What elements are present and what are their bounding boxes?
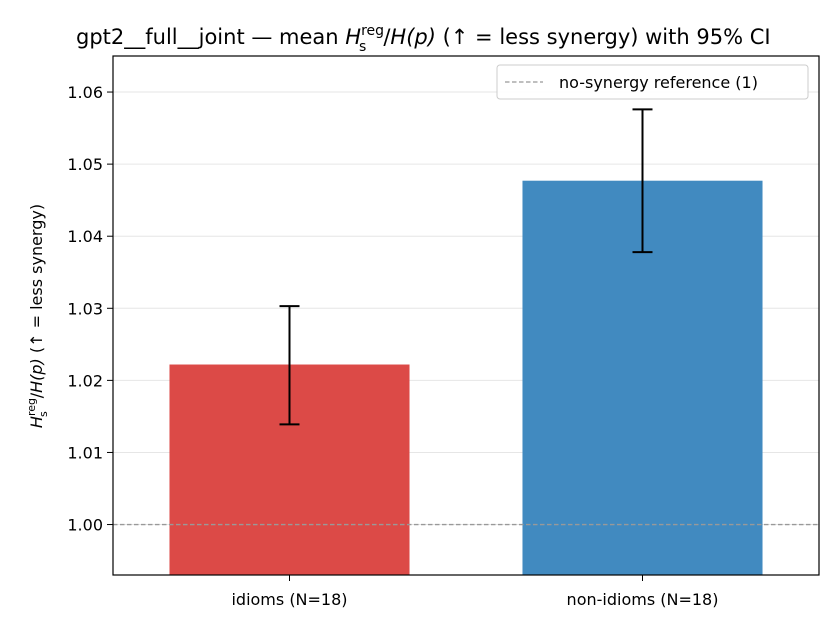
title-slash: / — [383, 25, 391, 49]
y-tick-label: 1.03 — [67, 299, 103, 318]
title-hp-symbol: H(p) — [390, 25, 436, 49]
x-tick-label: non-idioms (N=18) — [567, 590, 719, 609]
ylabel-h-symbol: H — [27, 416, 46, 428]
ylabel-h-superscript: reg — [25, 398, 38, 416]
legend-box — [496, 64, 809, 100]
title-prefix: gpt2__full__joint — mean — [76, 25, 345, 50]
ylabel-h-subscript: s — [37, 411, 50, 417]
title-suffix: (↑ = less synergy) with 95% CI — [436, 25, 771, 49]
title-h-subscript: s — [359, 39, 366, 55]
legend: no-synergy reference (1) — [496, 64, 809, 100]
y-tick-label: 1.02 — [67, 371, 103, 390]
legend-reference-label: no-synergy reference (1) — [559, 73, 758, 92]
x-tick-label: idioms (N=18) — [231, 590, 347, 609]
y-axis-ticks: 1.00 1.01 1.02 1.03 1.04 1.05 1.06 — [67, 83, 113, 535]
y-tick-label: 1.01 — [67, 443, 103, 462]
title-h-superscript: reg — [361, 23, 384, 39]
y-tick-label: 1.05 — [67, 155, 103, 174]
x-axis-ticks: idioms (N=18) non-idioms (N=18) — [231, 575, 718, 609]
plot-frame — [112, 55, 820, 576]
bars — [169, 180, 763, 575]
ylabel-hp-symbol: H(p) — [27, 358, 46, 393]
y-axis-label: Hregs /H(p) (↑ = less synergy) — [25, 204, 50, 428]
ylabel-slash: / — [27, 392, 46, 398]
error-bars — [279, 108, 653, 426]
y-tick-label: 1.06 — [67, 83, 103, 102]
ylabel-suffix: (↑ = less synergy) — [27, 204, 46, 358]
y-tick-label: 1.00 — [67, 516, 103, 535]
y-tick-label: 1.04 — [67, 227, 103, 246]
title-h-symbol: H — [345, 25, 361, 49]
chart-title: gpt2__full__joint — mean Hreg s /H(p) (↑ =… — [76, 23, 771, 55]
